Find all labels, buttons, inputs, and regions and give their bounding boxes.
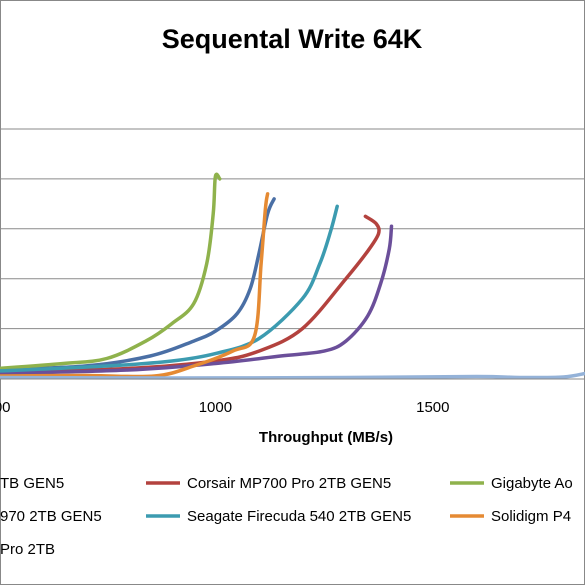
series-lines <box>0 172 585 380</box>
legend-label: Corsair MP700 Pro 2TB GEN5 <box>187 475 391 492</box>
gridlines <box>0 128 585 330</box>
legend-label: 970 2TB GEN5 <box>0 508 102 525</box>
x-axis-title: Throughput (MB/s) <box>259 429 393 446</box>
series-line <box>0 224 394 376</box>
legend-item: Solidigm P4 <box>450 508 571 525</box>
x-tick-label: 1000 <box>199 399 232 416</box>
legend-item: TB GEN5 <box>0 475 64 492</box>
series-line <box>0 192 270 379</box>
legend-label: Pro 2TB <box>0 541 55 558</box>
legend-label: Solidigm P4 <box>491 508 571 525</box>
legend-item: Pro 2TB <box>0 541 55 558</box>
legend-label: Seagate Firecuda 540 2TB GEN5 <box>187 508 411 525</box>
legend-item: Corsair MP700 Pro 2TB GEN5 <box>146 475 391 492</box>
x-tick-labels: 500 1000 1500 <box>0 399 450 416</box>
legend-item: Gigabyte Ao <box>450 475 573 492</box>
legend-label: TB GEN5 <box>0 475 64 492</box>
legend-label: Gigabyte Ao <box>491 475 573 492</box>
series-line <box>0 371 585 380</box>
legend: TB GEN5 Corsair MP700 Pro 2TB GEN5 Gigabyt… <box>0 475 573 558</box>
chart-title: Sequental Write 64K <box>162 24 423 54</box>
series-line <box>0 172 222 371</box>
x-tick-label: 500 <box>0 399 11 416</box>
legend-item: 970 2TB GEN5 <box>0 508 102 525</box>
legend-item: Seagate Firecuda 540 2TB GEN5 <box>146 508 411 525</box>
x-tick-label: 1500 <box>416 399 449 416</box>
